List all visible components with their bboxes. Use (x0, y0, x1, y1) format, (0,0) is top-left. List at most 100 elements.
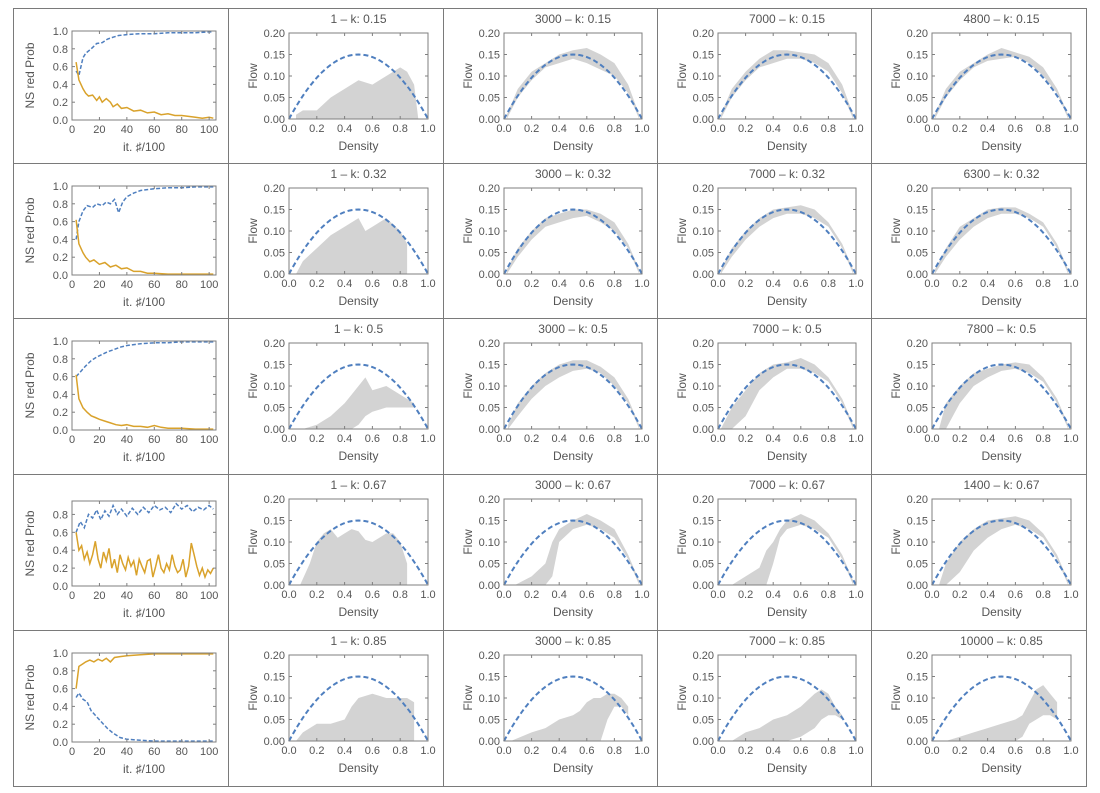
simulation-band (720, 50, 854, 120)
y-tick-label: 0.15 (693, 516, 714, 528)
x-tick-label: 0.6 (365, 589, 380, 601)
y-tick-label: 0.8 (53, 509, 68, 521)
x-tick-label: 1.0 (420, 278, 435, 290)
reference-curve (931, 363, 1072, 430)
y-tick-label: 0.6 (53, 684, 68, 696)
x-tick-label: 0 (69, 746, 75, 758)
simulation-band (934, 48, 1069, 119)
flow-density-panel: 1400 – k: 0.67 0.00 0.05 0.10 0.15 0.20 0.0 0.2… (872, 475, 1087, 631)
x-tick-label: 0.0 (496, 745, 511, 757)
y-tick-label: 0.00 (693, 424, 714, 436)
plot-frame (71, 500, 217, 587)
x-tick-label: 0.6 (793, 123, 808, 135)
y-axis-label: Flow (246, 685, 260, 711)
x-tick-label: 0.4 (552, 589, 567, 601)
y-tick-label: 0.00 (264, 269, 285, 281)
y-tick-label: 0.4 (53, 234, 68, 246)
y-tick-label: 0.10 (907, 226, 928, 238)
y-tick-label: 0.00 (479, 269, 500, 281)
y-tick-label: 0.10 (479, 381, 500, 393)
x-tick-label: 100 (200, 279, 218, 291)
convergence-panel: 0.0 0.2 0.4 0.6 0.8 1.0 0 20 40 60 80 100 it. ♯/100 N… (14, 9, 229, 164)
panel-title: 1 – k: 0.85 (330, 634, 386, 648)
simulation-band (945, 685, 1058, 741)
x-tick-label: 0.8 (821, 589, 836, 601)
flow-density-panel: 7000 – k: 0.15 0.00 0.05 0.10 0.15 0.20 0.0 0.2… (658, 9, 872, 164)
x-tick-label: 0.8 (607, 433, 622, 445)
panel-svg: 3000 – k: 0.67 0.00 0.05 0.10 0.15 0.20 0.0 0.2… (461, 478, 650, 619)
y-tick-label: 0.15 (479, 672, 500, 684)
x-tick-label: 0.4 (337, 589, 352, 601)
convergence-panel: 0.0 0.2 0.4 0.6 0.8 1.0 0 20 40 60 80 100 it. ♯/100 N… (14, 164, 229, 319)
y-tick-label: 0.10 (693, 71, 714, 83)
y-tick-label: 0.00 (907, 736, 928, 748)
y-tick-label: 0.20 (907, 494, 928, 506)
x-tick-label: 0.4 (766, 745, 781, 757)
y-tick-label: 0.20 (907, 28, 928, 40)
x-tick-label: 1.0 (634, 278, 649, 290)
x-tick-label: 0.2 (309, 589, 324, 601)
y-tick-label: 0.0 (53, 581, 68, 593)
plot-frame (71, 30, 217, 121)
x-tick-label: 0.0 (710, 745, 725, 757)
x-tick-label: 0.6 (1008, 278, 1023, 290)
flow-density-panel: 1 – k: 0.5 0.00 0.05 0.10 0.15 0.20 0.0 0.2 0.4 0… (229, 319, 444, 475)
x-tick-label: 0.4 (552, 123, 567, 135)
x-tick-label: 0.6 (579, 433, 594, 445)
x-axis-label: Density (338, 139, 378, 153)
x-tick-label: 0.2 (524, 278, 539, 290)
y-tick-label: 0.20 (479, 494, 500, 506)
panel-svg: 1 – k: 0.85 0.00 0.05 0.10 0.15 0.20 0.0 0.2 0.4… (246, 634, 436, 775)
y-tick-label: 0.05 (264, 93, 285, 105)
y-tick-label: 0.8 (53, 199, 68, 211)
y-tick-label: 0.15 (264, 50, 285, 62)
x-tick-label: 1.0 (1063, 745, 1078, 757)
x-axis-label: Density (553, 139, 593, 153)
x-axis-label: Density (553, 294, 593, 308)
y-axis-label: Flow (889, 63, 903, 89)
y-tick-label: 0.05 (907, 715, 928, 727)
x-tick-label: 0.2 (952, 745, 967, 757)
y-tick-label: 0.05 (264, 248, 285, 260)
x-tick-label: 0.2 (524, 745, 539, 757)
y-tick-label: 0.15 (907, 205, 928, 217)
convergence-panel: 0.0 0.2 0.4 0.6 0.8 1.0 0 20 40 60 80 100 it. ♯/100 N… (14, 631, 229, 787)
x-tick-label: 0.6 (793, 589, 808, 601)
x-tick-label: 0.8 (821, 278, 836, 290)
x-tick-label: 0.4 (980, 123, 995, 135)
y-tick-label: 0.05 (479, 559, 500, 571)
x-tick-label: 0.4 (980, 589, 995, 601)
panel-svg: 3000 – k: 0.15 0.00 0.05 0.10 0.15 0.20 0.0 0.2… (461, 12, 650, 153)
y-tick-label: 0.10 (907, 693, 928, 705)
panel-title: 4800 – k: 0.15 (963, 12, 1039, 26)
x-axis-label: Density (338, 449, 378, 463)
y-tick-label: 0.15 (264, 360, 285, 372)
x-tick-label: 0.4 (980, 745, 995, 757)
y-tick-label: 0.4 (53, 389, 68, 401)
flow-density-panel: 10000 – k: 0.85 0.00 0.05 0.10 0.15 0.20 0.0 0.… (872, 631, 1087, 787)
x-tick-label: 100 (200, 434, 218, 446)
x-tick-label: 100 (200, 746, 218, 758)
y-tick-label: 0.10 (264, 693, 285, 705)
simulation-band (731, 689, 843, 741)
series-orange-line (75, 653, 214, 689)
y-tick-label: 0.15 (907, 672, 928, 684)
flow-density-panel: 7000 – k: 0.85 0.00 0.05 0.10 0.15 0.20 0.0 0.2… (658, 631, 872, 787)
panel-svg: 1400 – k: 0.67 0.00 0.05 0.10 0.15 0.20 0.0 0.2… (889, 478, 1079, 619)
y-tick-label: 0.15 (264, 205, 285, 217)
x-tick-label: 0.2 (952, 589, 967, 601)
y-axis-label: Flow (246, 373, 260, 399)
y-tick-label: 0.20 (907, 338, 928, 350)
y-axis-label: Flow (675, 529, 689, 555)
panel-title: 3000 – k: 0.85 (535, 634, 611, 648)
x-tick-label: 40 (121, 279, 133, 291)
panel-svg: 3000 – k: 0.32 0.00 0.05 0.10 0.15 0.20 0.0 0.2… (461, 167, 650, 308)
y-tick-label: 0.2 (53, 563, 68, 575)
y-tick-label: 0.6 (53, 62, 68, 74)
panel-svg: 4800 – k: 0.15 0.00 0.05 0.10 0.15 0.20 0.0 0.2… (889, 12, 1079, 153)
x-tick-label: 0.6 (579, 123, 594, 135)
y-tick-label: 0.20 (693, 338, 714, 350)
reference-curve (717, 208, 857, 275)
x-tick-label: 0.8 (393, 433, 408, 445)
x-tick-label: 0.6 (579, 589, 594, 601)
